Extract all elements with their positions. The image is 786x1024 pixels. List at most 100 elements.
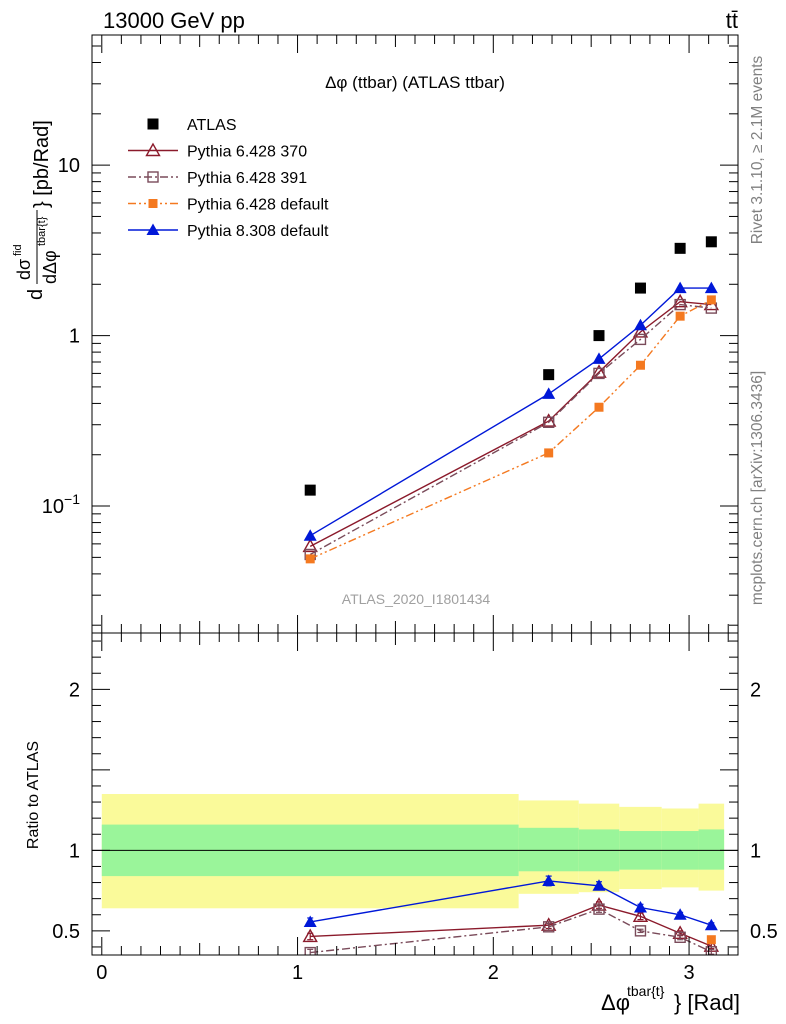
ratio-point-pythia-6-428-391 — [705, 946, 718, 955]
y-label-d: d — [25, 289, 47, 300]
data-point-pythia-6-428-391 — [542, 416, 555, 428]
series-line-pythia-6-428-370 — [309, 301, 712, 547]
y-label-unit: } [pb/Rad] — [31, 120, 53, 208]
watermark: ATLAS_2020_I1801434 — [342, 591, 491, 607]
y-label-den-sup: tbar{t} — [36, 216, 48, 246]
x-tick-label: 3 — [683, 962, 694, 984]
data-point-atlas — [593, 330, 605, 342]
data-point-pythia-6-428-default — [305, 554, 315, 564]
legend-marker — [147, 118, 159, 130]
legend-item-pythia-8-308-default: Pythia 8.308 default — [128, 223, 329, 240]
header-right: tt̄ — [726, 8, 738, 33]
ratio-y-tick-label-right: 0.5 — [750, 921, 778, 943]
legend-marker — [148, 199, 158, 208]
rivet-label: Rivet 3.1.10, ≥ 2.1M events — [749, 55, 766, 244]
data-point-pythia-6-428-370 — [540, 413, 557, 427]
legend-marker — [146, 223, 160, 235]
data-point-pythia-6-428-391 — [674, 298, 686, 311]
data-point-pythia-6-428-370 — [591, 364, 607, 378]
y-tick-label: 10 — [58, 155, 80, 177]
ratio-point-pythia-6-428-default — [706, 935, 716, 945]
uncertainty-band-green — [518, 827, 579, 872]
data-point-pythia-6-428-default — [544, 448, 554, 458]
y-label-num-sup: fid — [12, 244, 24, 256]
ratio-plot-area — [92, 794, 738, 955]
data-point-pythia-6-428-391 — [593, 367, 605, 380]
ratio-y-tick-label-right: 2 — [750, 679, 761, 701]
ratio-y-tick-label-left: 0.5 — [52, 921, 80, 943]
ratio-line-pythia-6-428-391 — [310, 908, 712, 954]
ratio-y-tick-label-left: 2 — [69, 679, 80, 701]
series-line-pythia-8-308-default — [309, 287, 712, 537]
ratio-series-pythia-8-308-default — [303, 874, 718, 931]
ratio-point-pythia-6-428-370 — [632, 908, 649, 923]
mcplots-label: mcplots.cern.ch [arXiv:1306.3436] — [749, 371, 766, 605]
data-point-pythia-6-428-391 — [634, 333, 647, 346]
chart-title: Δφ (ttbar) (ATLAS ttbar) — [325, 73, 505, 92]
data-point-pythia-8-308-default — [542, 387, 556, 399]
x-label-symbol: Δφ — [601, 990, 630, 1015]
ratio-y-axis-label: Ratio to ATLAS — [25, 741, 42, 849]
legend-item-atlas: ATLAS — [147, 117, 237, 134]
data-point-pythia-8-308-default — [592, 352, 606, 364]
series-line-pythia-6-428-391 — [309, 303, 712, 556]
y-tick-label: 10−1 — [42, 491, 80, 518]
data-point-atlas — [705, 236, 717, 248]
ratio-point-pythia-8-308-default — [542, 874, 556, 886]
ratio-point-pythia-8-308-default — [592, 879, 606, 891]
legend-item-pythia-6-428-370: Pythia 6.428 370 — [128, 142, 307, 161]
y-axis-label: d dσ fid dΔφ tbar{t} } [pb/Rad] — [12, 120, 60, 300]
ratio-point-pythia-8-308-default — [303, 915, 317, 927]
y-tick-label: 1 — [69, 326, 80, 348]
series-pythia-6-428-391 — [304, 298, 718, 561]
ratio-point-pythia-6-428-391 — [674, 931, 686, 943]
data-point-pythia-6-428-370 — [302, 538, 318, 553]
series-pythia-8-308-default — [303, 281, 718, 541]
ratio-y-tick-label-left: 1 — [69, 840, 80, 862]
legend-marker — [145, 142, 161, 157]
data-point-pythia-6-428-default — [635, 360, 645, 370]
ratio-point-pythia-8-308-default — [633, 901, 647, 913]
legend-label: Pythia 6.428 default — [187, 197, 329, 214]
data-point-atlas — [543, 369, 555, 381]
data-point-pythia-8-308-default — [704, 281, 718, 294]
ratio-point-pythia-8-308-default — [704, 918, 718, 931]
y-label-den: dΔφ — [40, 250, 60, 284]
data-point-pythia-6-428-370 — [632, 324, 649, 338]
legend: ATLAS Pythia 6.428 370 Pythia 6.428 391 Pyt… — [128, 117, 329, 240]
data-point-pythia-6-428-default — [706, 295, 716, 305]
data-point-pythia-6-428-default — [594, 402, 604, 412]
legend-item-pythia-6-428-391: Pythia 6.428 391 — [128, 170, 307, 187]
y-label-num: dσ — [14, 259, 34, 280]
ratio-line-pythia-8-308-default — [310, 880, 712, 926]
x-label-unit: } [Rad] — [674, 990, 740, 1015]
series-line-pythia-6-428-default — [309, 299, 712, 560]
uncertainty-band-green — [698, 829, 725, 870]
data-point-pythia-6-428-370 — [672, 293, 688, 308]
x-tick-label: 1 — [292, 962, 303, 984]
header-left: 13000 GeV pp — [103, 8, 245, 33]
ratio-point-pythia-6-428-391 — [542, 921, 555, 933]
legend-item-pythia-6-428-default: Pythia 6.428 default — [128, 197, 329, 214]
legend-marker — [147, 171, 159, 183]
data-point-pythia-6-428-default — [675, 311, 685, 321]
legend-label: Pythia 6.428 391 — [187, 170, 307, 187]
data-point-atlas — [304, 484, 316, 496]
data-point-atlas — [674, 242, 686, 254]
x-tick-label: 2 — [488, 962, 499, 984]
x-tick-label: 0 — [96, 962, 107, 984]
ratio-point-pythia-6-428-391 — [304, 946, 316, 955]
data-point-pythia-8-308-default — [303, 529, 317, 541]
series-atlas — [304, 236, 717, 496]
x-label-sup: tbar{t} — [627, 983, 665, 999]
ratio-series-pythia-6-428-default — [706, 935, 716, 945]
legend-label: Pythia 8.308 default — [187, 223, 329, 240]
ratio-point-pythia-6-428-391 — [634, 925, 647, 937]
data-point-pythia-8-308-default — [673, 281, 687, 294]
data-point-pythia-8-308-default — [633, 318, 647, 331]
ratio-point-pythia-6-428-370 — [302, 928, 318, 943]
ratio-y-tick-label-right: 1 — [750, 840, 761, 862]
